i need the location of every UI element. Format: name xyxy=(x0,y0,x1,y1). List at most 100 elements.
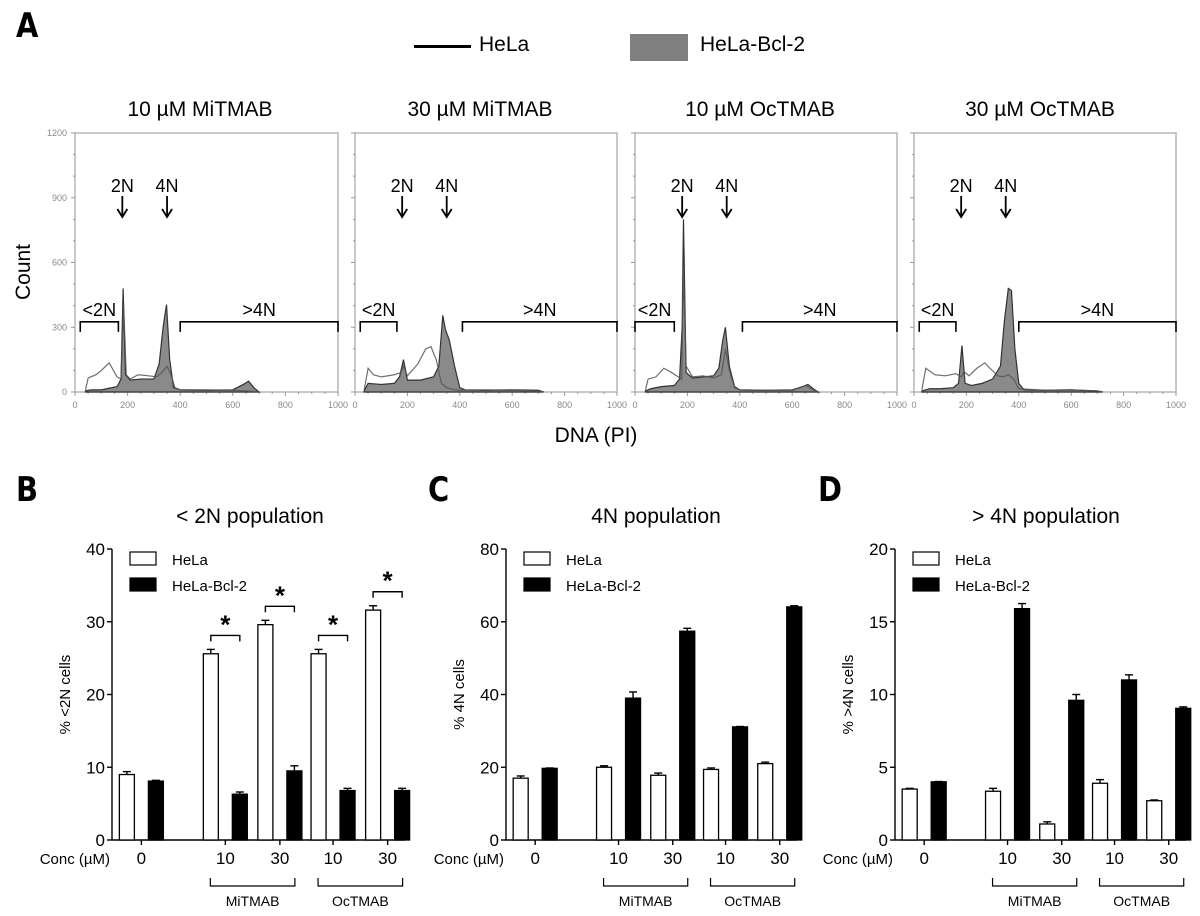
y-tick-label: 40 xyxy=(86,540,105,559)
panel-letter-d: D xyxy=(818,470,842,510)
legend-label: HeLa xyxy=(566,552,603,569)
bar-hela-bcl2 xyxy=(930,781,947,841)
y-tick-label: 0 xyxy=(879,831,888,850)
significance-star: * xyxy=(383,566,394,596)
y-tick-label: 40 xyxy=(480,686,499,705)
bar-hela-bcl2 xyxy=(147,780,165,841)
group-label: OcTMAB xyxy=(724,893,781,909)
x-tick-label: 400 xyxy=(1011,400,1026,410)
gate-label: <2N xyxy=(638,300,672,320)
peak-label-4n: 4N xyxy=(156,176,179,196)
x-tick-label: 800 xyxy=(837,400,852,410)
flow-title-4: 30 µM OcTMAB xyxy=(965,98,1115,121)
x-tick-label: 30 xyxy=(1159,849,1178,868)
arrow-head-icon xyxy=(396,208,408,219)
peak-label-4n: 4N xyxy=(435,176,458,196)
legend-swatch xyxy=(523,577,551,592)
y-axis-label: % <2N cells xyxy=(57,655,74,735)
gate-label: >4N xyxy=(242,300,276,320)
group-bracket xyxy=(991,878,1078,887)
series-hela-line xyxy=(644,268,819,393)
y-tick-label: 5 xyxy=(879,758,888,777)
x-tick-label: 30 xyxy=(770,849,789,868)
group-label: MiTMAB xyxy=(226,893,280,909)
gate-label: >4N xyxy=(523,300,557,320)
x-tick-label: 600 xyxy=(785,400,800,410)
peak-label-2n: 2N xyxy=(111,176,134,196)
plot-frame xyxy=(634,132,898,393)
y-tick-label: 0 xyxy=(96,831,105,850)
bar-chart-b: 0 10 20 30 40 % <2N cells 0 10 30 10 30 * * * * Conc (µ… xyxy=(40,540,411,909)
bar-hela xyxy=(310,653,327,841)
legend-label-hela: HeLa xyxy=(479,33,530,56)
arrow-head-icon xyxy=(999,208,1012,219)
x-tick-label: 400 xyxy=(173,400,188,410)
bar-hela-bcl2 xyxy=(1175,707,1192,841)
x-tick-label: 400 xyxy=(452,400,467,410)
plot-frame xyxy=(354,132,618,393)
x-tick-label: 0 xyxy=(72,400,77,410)
x-tick-label: 30 xyxy=(1052,849,1071,868)
bar-hela xyxy=(364,609,382,841)
flow-histogram-3: 0 200 400 600 800 1000 2N 4N <2N >4N xyxy=(631,132,907,410)
gate-label: <2N xyxy=(921,300,955,320)
legend-label: HeLa-Bcl-2 xyxy=(955,578,1030,595)
bar-hela xyxy=(984,790,1002,841)
significance-bracket xyxy=(372,591,403,598)
bar-hela-bcl2 xyxy=(786,606,803,841)
flow-histogram-2: 0 200 400 600 800 1000 2N 4N <2N >4N xyxy=(351,132,627,410)
x-tick-label: 1000 xyxy=(887,400,907,410)
group-label: MiTMAB xyxy=(619,893,673,909)
bar-hela xyxy=(512,777,529,841)
x-tick-label: 200 xyxy=(680,400,695,410)
bar-hela-bcl2 xyxy=(1013,608,1031,841)
y-tick-label: 20 xyxy=(480,758,499,777)
group-bracket xyxy=(709,878,796,887)
x-tick-label: 1000 xyxy=(1166,400,1186,410)
y-tick-label: 20 xyxy=(869,540,888,559)
x-tick-label: 600 xyxy=(225,400,240,410)
x-tick-label: 200 xyxy=(400,400,415,410)
group-label: OcTMAB xyxy=(1113,893,1170,909)
significance-star: * xyxy=(275,580,286,610)
x-tick-label: 0 xyxy=(632,400,637,410)
legend-label: HeLa xyxy=(172,552,209,569)
y-tick-label: 0 xyxy=(490,831,499,850)
panel-letter-c: C xyxy=(428,470,450,510)
x-tick-label: 10 xyxy=(716,849,735,868)
series-hela-bcl2-area xyxy=(363,315,544,393)
bar-hela-bcl2 xyxy=(286,770,303,841)
y-tick-label: 80 xyxy=(480,540,499,559)
x-tick-label: 0 xyxy=(352,400,357,410)
gate-label: >4N xyxy=(803,300,837,320)
panel-letter-a: A xyxy=(16,6,39,46)
x-tick-label: 10 xyxy=(609,849,628,868)
legend-swatch xyxy=(912,577,940,592)
x-tick-label: 0 xyxy=(911,400,916,410)
flow-ylabel: Count xyxy=(12,244,35,300)
significance-bracket xyxy=(264,605,296,613)
significance-star: * xyxy=(328,609,339,639)
bar-hela xyxy=(202,653,219,841)
peak-label-4n: 4N xyxy=(994,176,1017,196)
bar-hela xyxy=(595,766,613,841)
y-axis-label: % >4N cells xyxy=(840,655,857,735)
bar-hela-bcl2 xyxy=(731,726,749,841)
peak-label-2n: 2N xyxy=(391,176,414,196)
panel-letter-b: B xyxy=(16,470,39,510)
y-axis-label: % 4N cells xyxy=(451,659,468,730)
arrow-head-icon xyxy=(116,208,129,219)
bar-hela-bcl2 xyxy=(679,630,696,841)
bar-title-d: > 4N population xyxy=(972,505,1120,528)
bar-hela xyxy=(1039,823,1056,841)
x-tick-label: 30 xyxy=(663,849,682,868)
x-tick-label: 800 xyxy=(278,400,293,410)
x-tick-label: 800 xyxy=(1116,400,1131,410)
group-label: OcTMAB xyxy=(332,893,389,909)
y-tick-label: 10 xyxy=(869,686,888,705)
peak-label-2n: 2N xyxy=(671,176,694,196)
arrow-head-icon xyxy=(676,208,688,219)
flow-title-2: 30 µM MiTMAB xyxy=(407,98,553,121)
y-tick-label: 10 xyxy=(86,758,105,777)
legend-swatch xyxy=(912,551,940,566)
